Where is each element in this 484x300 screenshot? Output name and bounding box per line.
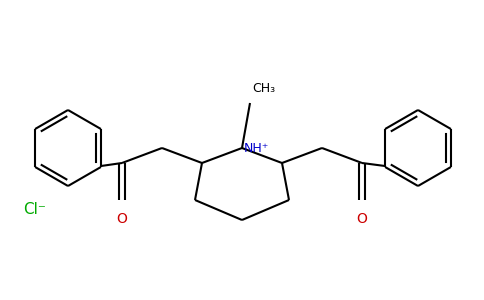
Text: NH⁺: NH⁺ [244, 142, 270, 154]
Text: O: O [117, 212, 127, 226]
Text: CH₃: CH₃ [252, 82, 275, 95]
Text: Cl⁻: Cl⁻ [24, 202, 46, 217]
Text: O: O [357, 212, 367, 226]
